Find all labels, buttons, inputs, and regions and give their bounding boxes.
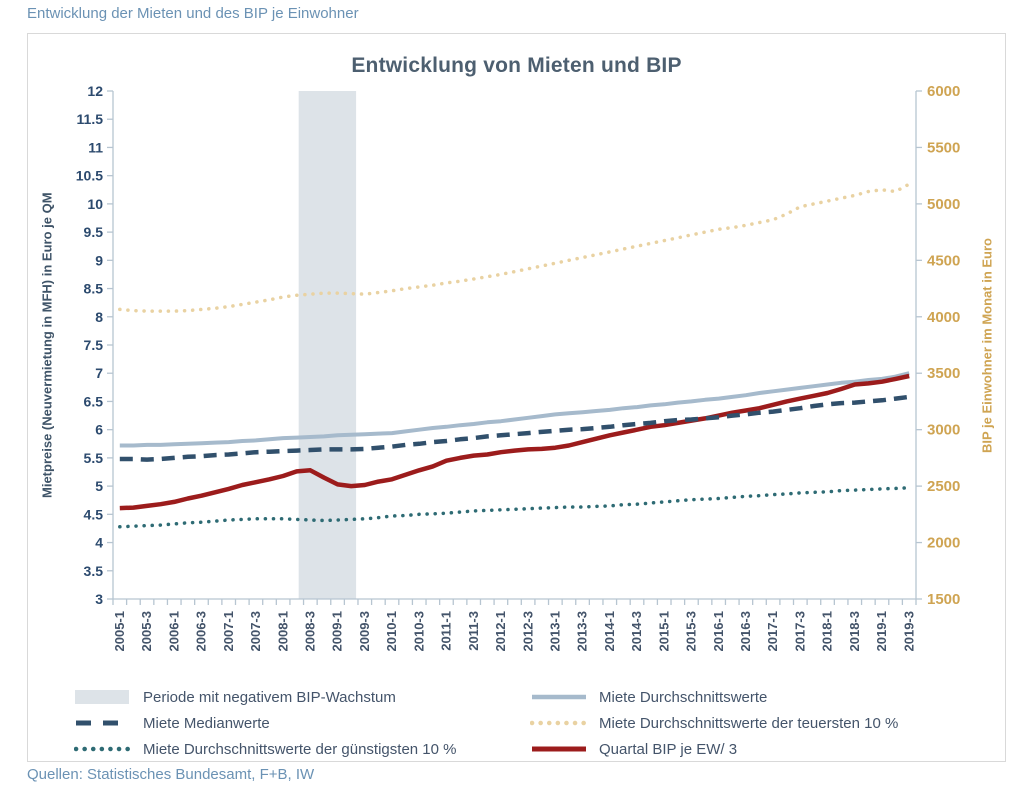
series-line-teuerste10: [118, 182, 911, 313]
legend-item[interactable]: Miete Durchschnittswerte: [530, 684, 898, 710]
left-axis-tick-label: 3: [95, 591, 103, 607]
x-axis-tick-label: 2008-1: [275, 611, 290, 651]
x-axis-tick-label: 2018-3: [847, 611, 862, 651]
right-axis-tick-label: 2000: [927, 535, 960, 552]
x-axis-tick-label: 2015-3: [684, 611, 699, 651]
left-axis-tick-label: 5: [95, 478, 103, 494]
right-axis-tick-label: 4000: [927, 309, 960, 326]
left-axis-tick-label: 4.5: [84, 506, 104, 522]
x-axis-tick-label: 2015-1: [656, 611, 671, 651]
x-axis-tick-label: 2013-1: [547, 611, 562, 651]
x-axis-tick-label: 2006-3: [194, 611, 209, 651]
legend-item[interactable]: Quartal BIP je EW/ 3: [530, 736, 898, 762]
right-axis-tick-label: 3500: [927, 365, 960, 382]
legend-label: Periode mit negativem BIP-Wachstum: [143, 688, 396, 706]
x-axis-tick-label: 2016-1: [711, 611, 726, 651]
left-axis-tick-label: 6: [95, 422, 103, 438]
x-axis-tick-label: 2019-3: [901, 611, 916, 651]
legend-item[interactable]: Miete Durchschnittswerte der teuersten 1…: [530, 710, 898, 736]
left-axis-tick-label: 10.5: [76, 168, 103, 184]
left-axis-tick-label: 5.5: [84, 450, 104, 466]
source-note: Quellen: Statistisches Bundesamt, F+B, I…: [27, 766, 315, 783]
left-axis-title: Mietpreise (Neuvermietung in MFH) in Eur…: [39, 192, 55, 498]
legend-key-dotted-teal: [74, 746, 132, 752]
left-axis-tick-label: 8: [95, 309, 103, 325]
x-axis-tick-label: 2010-3: [411, 611, 426, 651]
right-axis-tick-label: 5000: [927, 196, 960, 213]
right-axis-tick-label: 4500: [927, 252, 960, 269]
left-axis-tick-label: 3.5: [84, 563, 104, 579]
series-line-durchschnitt: [119, 371, 910, 448]
left-axis-tick-label: 9.5: [84, 224, 104, 240]
x-axis-tick-label: 2012-1: [493, 611, 508, 651]
legend-key-solid-red: [532, 746, 586, 752]
legend-label: Quartal BIP je EW/ 3: [599, 740, 738, 758]
x-axis-tick-label: 2012-3: [520, 611, 535, 651]
legend-label: Miete Durchschnittswerte der günstigsten…: [143, 740, 457, 758]
chart-title: Entwicklung von Mieten und BIP: [351, 54, 682, 77]
x-axis-tick-label: 2013-3: [575, 611, 590, 651]
legend-item[interactable]: Periode mit negativem BIP-Wachstum: [74, 684, 456, 710]
x-axis-tick-label: 2017-1: [765, 611, 780, 651]
series-line-median: [119, 394, 910, 462]
left-axis-tick-label: 11: [88, 139, 103, 155]
plot-area: 3 3.5 4 4.5 5 5.5 6 6.5 7 7.5 8 8.5 9 9.5 10 10.5 11 11.5…: [76, 83, 961, 651]
x-axis-tick-label: 2019-1: [874, 611, 889, 651]
left-axis-tick-label: 10: [87, 196, 103, 212]
right-axis-tick-label: 1500: [927, 591, 960, 608]
x-axis-tick-label: 2017-3: [792, 611, 807, 651]
x-axis-tick-label: 2008-3: [303, 611, 318, 651]
x-axis-tick-label: 2009-1: [330, 611, 345, 651]
x-axis-tick-label: 2011-3: [466, 611, 481, 651]
x-axis-tick-label: 2005-1: [112, 611, 127, 651]
left-axis-tick-label: 6.5: [84, 393, 104, 409]
legend-right-column: Miete Durchschnittswerte Miete Durchschni…: [530, 684, 898, 762]
right-axis-tick-label: 6000: [927, 83, 960, 100]
x-axis-tick-label: 2006-1: [166, 611, 181, 651]
left-axis-tick-label: 11.5: [77, 111, 104, 127]
left-axis-tick-label: 7.5: [84, 337, 104, 353]
left-axis-tick-label: 9: [95, 252, 103, 268]
right-axis-tick-label: 5500: [927, 139, 960, 156]
recession-band: [298, 91, 357, 599]
right-axis-tick-label: 2500: [927, 478, 960, 495]
x-axis-tick-label: 2009-3: [357, 611, 372, 651]
left-axis-tick-label: 7: [95, 365, 103, 381]
x-axis-tick-label: 2007-1: [221, 611, 236, 651]
legend-key-dashed-navy: [76, 720, 130, 726]
series-line-bip: [119, 373, 910, 511]
chart-frame: 3 3.5 4 4.5 5 5.5 6 6.5 7 7.5 8 8.5 9 9.5 10 10.5 11 11.5…: [27, 33, 1006, 762]
x-axis-tick-label: 2014-1: [602, 611, 617, 651]
left-axis-tick-label: 8.5: [84, 281, 104, 297]
x-axis-tick-label: 2011-1: [439, 611, 454, 651]
x-axis-tick-label: 2007-3: [248, 611, 263, 651]
series-line-guenstigste10: [118, 486, 911, 529]
x-axis-tick-label: 2016-3: [738, 611, 753, 651]
legend-label: Miete Medianwerte: [143, 714, 270, 732]
left-axis-tick-label: 12: [87, 83, 103, 99]
legend-key-band: [75, 690, 129, 704]
legend-label: Miete Durchschnittswerte der teuersten 1…: [599, 714, 899, 732]
legend-left-column: Periode mit negativem BIP-Wachstum Miete …: [74, 684, 456, 762]
right-axis-title: BIP je Einwohner im Monat in Euro: [979, 237, 995, 453]
legend-label: Miete Durchschnittswerte: [599, 688, 768, 706]
x-axis-tick-label: 2014-3: [629, 611, 644, 651]
legend-key-solid-blue: [532, 694, 586, 700]
x-axis-tick-label: 2005-3: [139, 611, 154, 651]
x-axis-tick-label: 2010-1: [384, 611, 399, 651]
legend-item[interactable]: Miete Medianwerte: [74, 710, 456, 736]
page-title: Entwicklung der Mieten und des BIP je Ei…: [27, 5, 359, 22]
right-axis-tick-label: 3000: [927, 422, 960, 439]
legend-item[interactable]: Miete Durchschnittswerte der günstigsten…: [74, 736, 456, 762]
x-axis-tick-label: 2018-1: [820, 611, 835, 651]
legend-key-dotted-tan: [530, 720, 588, 726]
left-axis-tick-label: 4: [95, 535, 103, 551]
